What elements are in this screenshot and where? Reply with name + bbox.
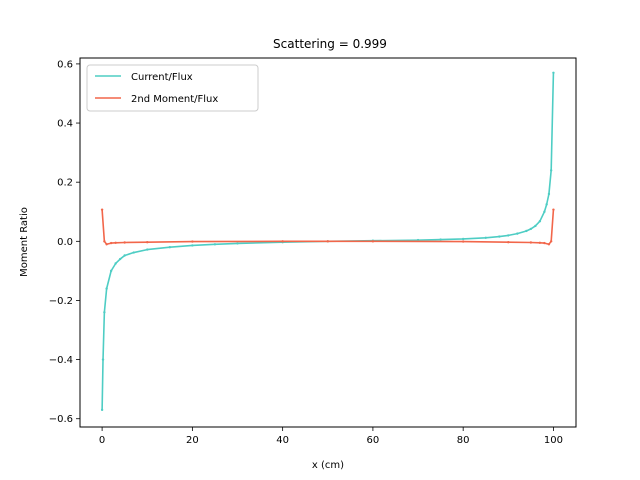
x-tick-label: 0 — [99, 435, 105, 446]
data-point-2nd-moment-flux — [547, 243, 551, 246]
data-point-2nd-moment-flux — [105, 243, 108, 246]
data-point-current-flux — [103, 311, 106, 314]
data-point-2nd-moment-flux — [371, 240, 375, 243]
y-tick-label: 0.2 — [57, 178, 73, 189]
axes-frame — [79, 57, 577, 428]
plot-area — [100, 71, 555, 412]
y-axis-label: Moment Ratio — [19, 207, 30, 277]
data-point-2nd-moment-flux — [529, 241, 533, 244]
data-point-2nd-moment-flux — [461, 240, 465, 243]
x-tick-label: 40 — [276, 435, 289, 446]
y-tick-label: −0.2 — [49, 296, 73, 307]
data-point-current-flux — [439, 238, 442, 241]
data-point-current-flux — [534, 224, 537, 228]
data-point-current-flux — [213, 243, 217, 246]
data-point-current-flux — [118, 257, 122, 261]
data-point-current-flux — [484, 236, 487, 239]
data-point-current-flux — [123, 254, 126, 257]
data-point-2nd-moment-flux — [109, 241, 113, 245]
data-point-current-flux — [525, 229, 528, 233]
data-point-current-flux — [498, 235, 501, 238]
legend-label-current-flux: Current/Flux — [131, 72, 193, 83]
data-point-current-flux — [549, 169, 553, 172]
data-point-current-flux — [516, 232, 519, 235]
data-point-current-flux — [191, 244, 194, 247]
y-axis: −0.6 −0.4 −0.2 0.0 0.2 0.4 0.6 — [49, 59, 80, 425]
data-point-2nd-moment-flux — [549, 240, 553, 243]
data-point-current-flux — [105, 287, 108, 290]
data-point-current-flux — [100, 408, 104, 412]
data-point-current-flux — [146, 248, 149, 251]
data-point-current-flux — [547, 192, 551, 196]
data-point-current-flux — [101, 358, 105, 361]
data-point-current-flux — [114, 262, 117, 265]
data-point-current-flux — [545, 203, 548, 206]
data-point-current-flux — [538, 220, 542, 223]
data-point-2nd-moment-flux — [103, 240, 106, 243]
data-point-2nd-moment-flux — [326, 240, 329, 243]
data-point-2nd-moment-flux — [507, 241, 510, 244]
data-point-current-flux — [132, 251, 135, 254]
x-tick-label: 100 — [544, 435, 563, 446]
y-tick-label: −0.4 — [49, 355, 73, 366]
x-axis: 0 20 40 60 80 100 — [99, 427, 563, 446]
data-point-current-flux — [507, 234, 510, 237]
data-point-current-flux — [109, 269, 113, 273]
data-point-2nd-moment-flux — [100, 208, 104, 211]
x-tick-label: 60 — [367, 435, 380, 446]
data-point-current-flux — [236, 242, 239, 245]
legend: Current/Flux 2nd Moment/Flux — [86, 64, 259, 112]
y-tick-label: −0.6 — [49, 414, 73, 425]
x-tick-label: 80 — [457, 435, 470, 446]
chart-title: Scattering = 0.999 — [273, 37, 387, 51]
data-point-2nd-moment-flux — [114, 241, 117, 244]
legend-box — [86, 64, 259, 112]
data-point-2nd-moment-flux — [543, 241, 546, 245]
x-tick-label: 20 — [186, 435, 199, 446]
data-point-2nd-moment-flux — [538, 241, 542, 244]
data-point-current-flux — [529, 227, 533, 231]
x-axis-label: x (cm) — [312, 460, 344, 471]
data-point-current-flux — [552, 71, 555, 74]
legend-label-2nd-moment-flux: 2nd Moment/Flux — [131, 94, 218, 105]
data-point-2nd-moment-flux — [123, 241, 126, 244]
data-point-current-flux — [543, 210, 546, 213]
data-point-2nd-moment-flux — [191, 240, 194, 243]
y-tick-label: 0.0 — [57, 237, 73, 248]
y-tick-label: 0.4 — [57, 119, 73, 130]
data-point-2nd-moment-flux — [146, 241, 149, 244]
y-tick-label: 0.6 — [57, 59, 73, 70]
data-point-current-flux — [168, 246, 172, 249]
data-point-current-flux — [461, 237, 465, 241]
data-point-2nd-moment-flux — [281, 240, 284, 243]
data-point-2nd-moment-flux — [552, 208, 555, 211]
